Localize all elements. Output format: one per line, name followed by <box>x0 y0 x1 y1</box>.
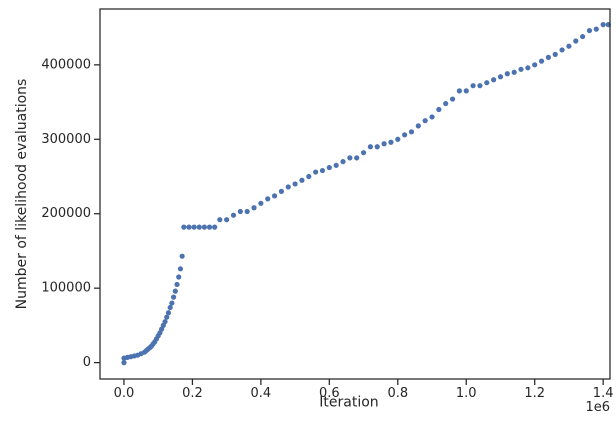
scatter-point <box>174 281 180 288</box>
scatter-point <box>388 139 394 145</box>
scatter-point <box>525 65 531 71</box>
x-tick-label: 0.2 <box>182 386 203 401</box>
x-tick-label: 1.0 <box>456 386 477 401</box>
y-tick-label: 0 <box>83 355 91 370</box>
scatter-point <box>456 88 462 94</box>
scatter-point <box>347 155 353 161</box>
scatter-point <box>402 132 408 138</box>
x-axis-label: Iteration <box>319 395 378 411</box>
scatter-point <box>573 38 579 44</box>
scatter-point <box>374 144 380 150</box>
x-tick-label: 0.6 <box>319 386 340 401</box>
scatter-point <box>593 26 599 32</box>
scatter-point <box>538 58 545 64</box>
scatter-point <box>470 83 476 89</box>
scatter-point <box>206 224 213 230</box>
y-tick-label: 200000 <box>41 206 91 221</box>
scatter-point <box>518 66 524 72</box>
scatter-point <box>313 169 319 175</box>
scatter-point <box>532 62 538 68</box>
scatter-point <box>181 224 187 230</box>
scatter-point <box>600 22 606 28</box>
scatter-point <box>212 224 218 230</box>
scatter-point <box>299 177 305 183</box>
scatter-point <box>191 224 197 230</box>
scatter-point <box>586 27 593 34</box>
scatter-point <box>436 106 442 113</box>
scatter-point <box>443 100 449 107</box>
scatter-point <box>170 294 177 300</box>
scatter-point <box>511 69 517 75</box>
scatter-point <box>354 155 360 161</box>
scatter-point <box>395 136 401 142</box>
scatter-point <box>196 224 202 230</box>
x-axis-ticks: 0.0 0.2 0.4 0.6 0.8 1.0 1.2 1.4 <box>114 379 614 401</box>
scatter-point <box>179 253 185 259</box>
scatter-point <box>285 184 291 190</box>
scatter-point <box>121 360 127 366</box>
scatter-point <box>217 217 223 223</box>
scatter-point <box>326 164 332 171</box>
scatter-point <box>169 300 175 306</box>
scatter-point <box>559 47 565 53</box>
scatter-point <box>230 212 237 218</box>
scatter-point <box>484 80 490 86</box>
scatter-point <box>292 181 298 187</box>
scatter-point <box>429 114 435 120</box>
x-tick-label: 0.4 <box>251 386 272 401</box>
scatter-point <box>251 205 257 211</box>
x-axis-offset-label: 1e6 <box>585 400 610 415</box>
scatter-point <box>360 150 367 156</box>
scatter-points <box>121 22 611 366</box>
y-axis-label: Number of likelihood evaluations <box>14 79 30 310</box>
scatter-point <box>415 123 421 129</box>
scatter-point <box>224 217 230 223</box>
scatter-point <box>271 193 278 199</box>
scatter-point <box>201 224 207 230</box>
scatter-point <box>176 274 182 280</box>
scatter-point <box>497 74 504 80</box>
scatter-point <box>408 129 415 135</box>
scatter-point <box>367 144 374 150</box>
scatter-point <box>306 173 312 180</box>
scatter-point <box>477 83 483 89</box>
y-tick-label: 300000 <box>41 132 91 147</box>
scatter-point <box>566 43 572 49</box>
scatter-point <box>381 141 387 147</box>
scatter-point <box>504 71 510 77</box>
plot-frame <box>99 8 611 380</box>
scatter-point <box>545 54 551 60</box>
scatter-point <box>340 159 346 165</box>
scatter-point <box>164 314 170 320</box>
scatter-point <box>449 96 456 102</box>
scatter-point <box>162 319 168 325</box>
scatter-point <box>333 162 339 168</box>
scatter-point <box>258 200 264 206</box>
scatter-point <box>580 33 586 40</box>
scatter-point <box>237 208 243 215</box>
scatter-point <box>165 310 172 316</box>
scatter-point <box>167 304 173 311</box>
scatter-point <box>244 208 250 215</box>
scatter-point <box>422 118 428 124</box>
scatter-point <box>463 88 469 94</box>
x-tick-label: 0.0 <box>114 386 135 401</box>
scatter-point <box>278 188 285 194</box>
x-tick-label: 1.2 <box>524 386 545 401</box>
x-tick-label: 0.8 <box>387 386 408 401</box>
y-tick-label: 100000 <box>41 281 91 296</box>
scatter-point <box>186 224 192 230</box>
scatter-point <box>177 266 184 272</box>
scatter-point <box>552 51 558 58</box>
scatter-point <box>319 167 326 174</box>
scatter-point <box>491 77 497 83</box>
scatter-point <box>172 288 178 294</box>
y-axis-ticks: 0 100000 200000 300000 400000 <box>41 57 100 370</box>
x-tick-label: 1.4 <box>593 386 614 401</box>
y-tick-label: 400000 <box>41 57 91 72</box>
scatter-point <box>265 196 271 202</box>
